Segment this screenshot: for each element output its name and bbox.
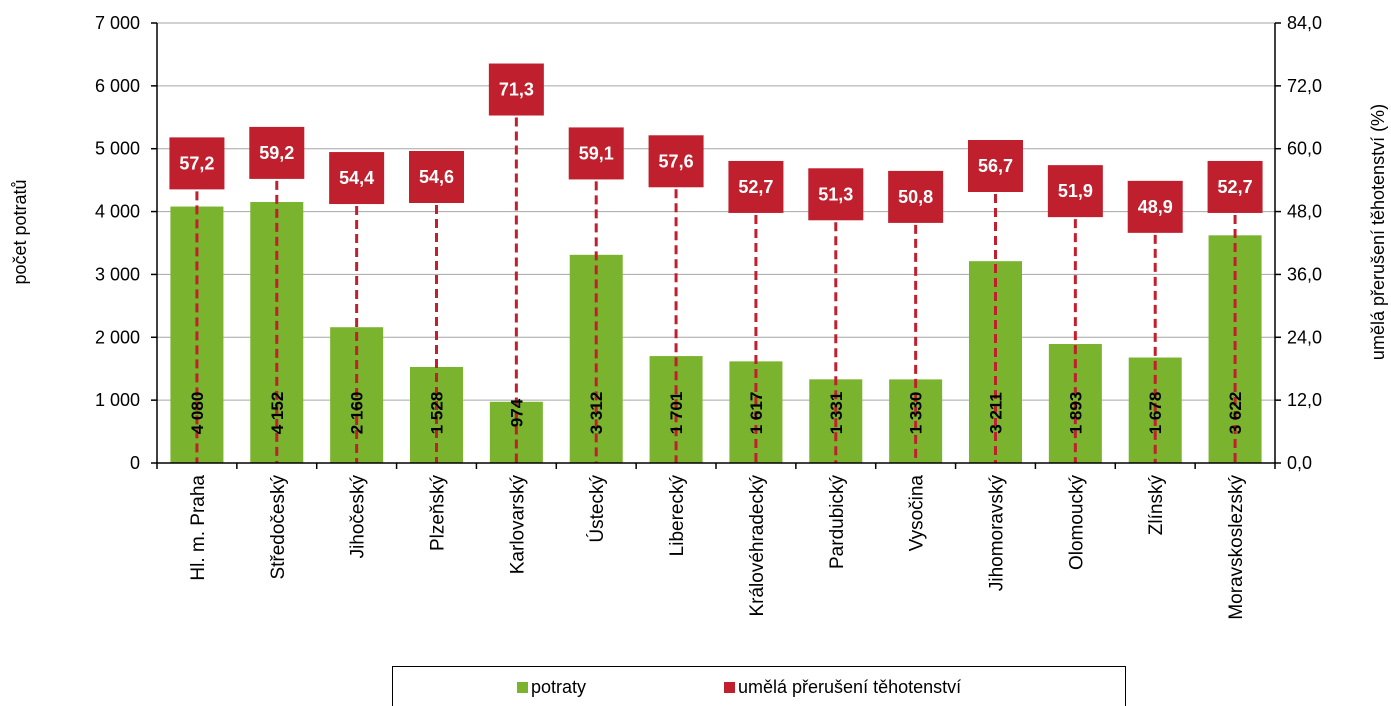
marker-value-label: 57,6 bbox=[659, 151, 694, 171]
bar-value-label: 1 330 bbox=[907, 392, 926, 435]
y-tick-label: 0 bbox=[130, 453, 140, 473]
x-tick-label: Ústecký bbox=[586, 475, 608, 543]
legend-label-potraty: potraty bbox=[531, 677, 587, 697]
x-tick-label: Karlovarský bbox=[507, 475, 528, 575]
bar-value-label: 4 080 bbox=[188, 392, 207, 435]
marker-value-label: 52,7 bbox=[1218, 177, 1253, 197]
gridlines bbox=[157, 22, 1275, 401]
x-tick-label: Vysočina bbox=[907, 475, 928, 552]
bar-value-label: 1 701 bbox=[667, 392, 686, 435]
y-tick-label: 1 000 bbox=[95, 390, 140, 410]
y-tick-label: 2 000 bbox=[95, 327, 140, 347]
y2-tick-label: 48,0 bbox=[1287, 202, 1322, 222]
marker-4 bbox=[409, 151, 464, 203]
y2-tick-label: 84,0 bbox=[1287, 13, 1322, 33]
y2-tick-label: 72,0 bbox=[1287, 76, 1322, 96]
y2-tick-label: 12,0 bbox=[1287, 390, 1322, 410]
x-tick-label: Moravskoslezský bbox=[1226, 475, 1247, 620]
legend-label-preruseni: umělá přerušení těhotenství bbox=[738, 677, 962, 697]
marker-value-label: 51,3 bbox=[818, 184, 853, 204]
marker-value-label: 59,1 bbox=[579, 143, 614, 163]
marker-value-label: 71,3 bbox=[499, 80, 534, 100]
x-tick-label: Zlínský bbox=[1146, 475, 1167, 536]
bar-value-label: 1 893 bbox=[1066, 392, 1085, 435]
marker-series: 4 080 4 152 2 160 1 528 974 3 312 1 701 1 617 1 … bbox=[169, 63, 1263, 463]
marker-3 bbox=[329, 152, 385, 205]
y-axis-title: počet potratů bbox=[10, 179, 30, 284]
x-tick-label: Středočeský bbox=[268, 475, 289, 580]
chart: 4 080 4 152 2 160 1 528 974 3 312 1 701 1 617 1 … bbox=[10, 13, 1388, 620]
y2-tick-label: 60,0 bbox=[1287, 139, 1322, 159]
marker-11 bbox=[968, 140, 1023, 192]
bar-value-label: 4 152 bbox=[268, 392, 287, 435]
legend-swatch-potraty bbox=[517, 682, 528, 693]
marker-12 bbox=[1047, 165, 1103, 218]
marker-value-label: 48,9 bbox=[1138, 197, 1173, 217]
legend-item-preruseni: umělá přerušení těhotenství bbox=[724, 677, 961, 698]
bar-value-label: 3 312 bbox=[587, 392, 606, 435]
bar-value-label: 974 bbox=[507, 398, 526, 427]
marker-6 bbox=[568, 127, 624, 180]
marker-13 bbox=[1127, 180, 1183, 233]
marker-7 bbox=[648, 135, 704, 188]
y2-tick-label: 36,0 bbox=[1287, 264, 1322, 284]
legend-item-potraty: potraty bbox=[517, 677, 586, 698]
marker-8 bbox=[728, 160, 784, 213]
marker-value-label: 57,2 bbox=[179, 153, 214, 173]
y-tick-label: 6 000 bbox=[95, 76, 140, 96]
x-tick-label: Jihočeský bbox=[348, 475, 369, 559]
marker-value-label: 52,7 bbox=[738, 177, 773, 197]
y-tick-label: 5 000 bbox=[95, 139, 140, 159]
marker-2 bbox=[249, 126, 305, 179]
bar-value-label: 1 678 bbox=[1146, 392, 1165, 435]
bar-value-label: 3 622 bbox=[1226, 392, 1245, 435]
x-tick-label: Plzeňský bbox=[428, 475, 449, 552]
y-tick-label: 3 000 bbox=[95, 264, 140, 284]
y2-axis-title: umělá přerušení těhotenství (%) bbox=[1368, 104, 1388, 360]
marker-value-label: 51,9 bbox=[1058, 181, 1093, 201]
bar-value-label: 1 331 bbox=[827, 392, 846, 435]
marker-value-label: 59,2 bbox=[259, 143, 294, 163]
bar-series bbox=[170, 202, 1262, 464]
bar-value-label: 3 211 bbox=[987, 392, 1006, 434]
marker-value-label: 54,4 bbox=[339, 168, 374, 188]
x-tick-label: Královéhradecký bbox=[747, 475, 768, 617]
x-tick-label: Olomoucký bbox=[1066, 475, 1087, 571]
bar-value-label: 2 160 bbox=[348, 392, 367, 435]
marker-value-label: 54,6 bbox=[419, 167, 454, 187]
axes: 0 1 000 2 000 3 000 4 000 5 000 6 000 7 000 0,0 1… bbox=[95, 13, 1322, 620]
marker-14 bbox=[1207, 160, 1263, 213]
y-tick-label: 7 000 bbox=[95, 13, 140, 33]
bar-value-label: 1 617 bbox=[747, 392, 766, 435]
marker-9 bbox=[808, 168, 864, 221]
marker-value-label: 50,8 bbox=[898, 187, 933, 207]
x-tick-label: Pardubický bbox=[827, 475, 848, 569]
legend: potraty umělá přerušení těhotenství bbox=[392, 666, 1126, 706]
marker-10 bbox=[888, 170, 944, 223]
bar-value-label: 1 528 bbox=[428, 392, 447, 435]
legend-swatch-preruseni bbox=[724, 682, 735, 693]
x-tick-label: Jihomoravský bbox=[987, 475, 1008, 592]
y2-tick-label: 24,0 bbox=[1287, 327, 1322, 347]
marker-1 bbox=[169, 137, 225, 190]
y2-tick-label: 0,0 bbox=[1287, 453, 1312, 473]
y-tick-label: 4 000 bbox=[95, 202, 140, 222]
x-tick-label: Liberecký bbox=[667, 475, 688, 557]
x-tick-label: Hl. m. Praha bbox=[188, 475, 209, 581]
marker-5 bbox=[488, 63, 544, 116]
marker-value-label: 56,7 bbox=[978, 156, 1013, 176]
